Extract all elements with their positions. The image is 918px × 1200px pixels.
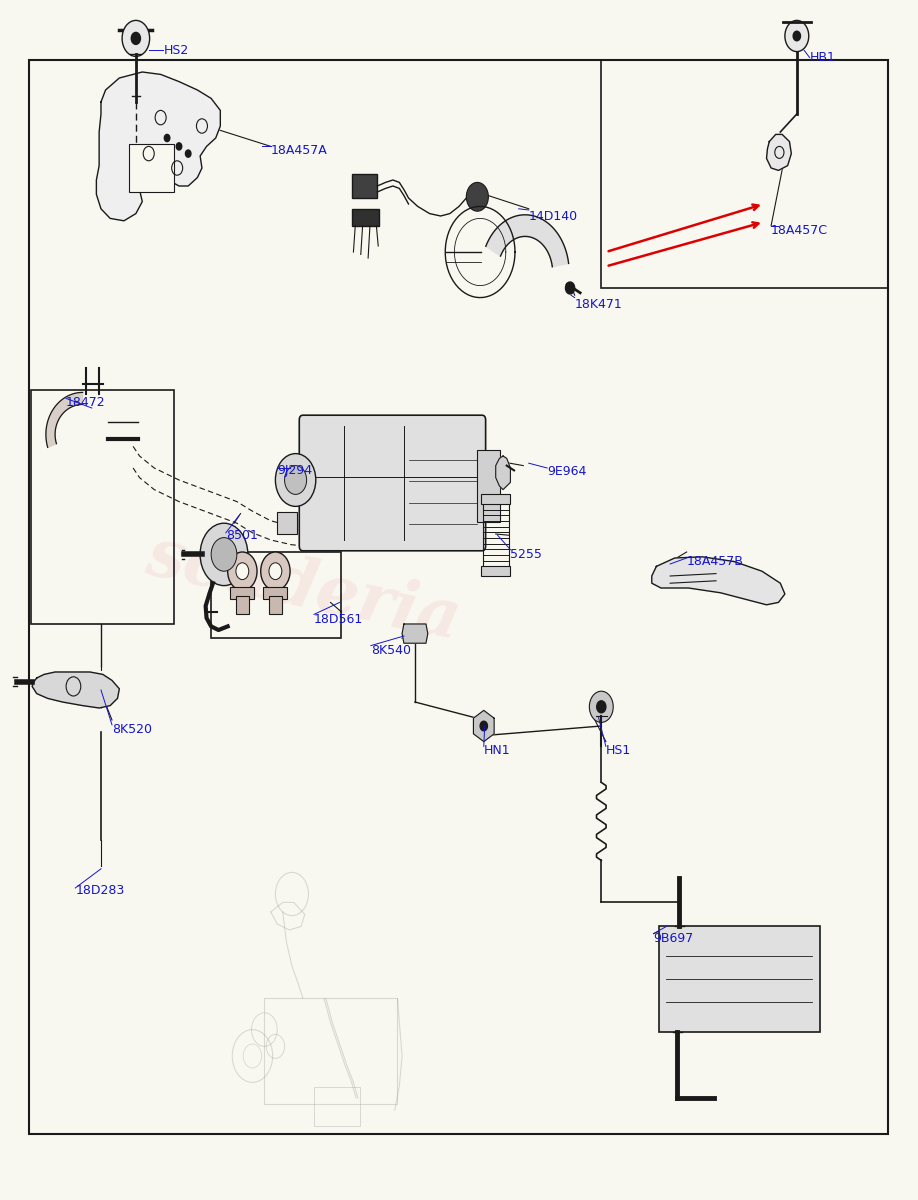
Polygon shape — [496, 456, 510, 490]
Bar — [31, 390, 174, 624]
Circle shape — [565, 282, 575, 294]
Circle shape — [131, 32, 140, 44]
Bar — [236, 596, 249, 614]
Bar — [211, 552, 341, 638]
Circle shape — [275, 454, 316, 506]
Text: 5255: 5255 — [510, 548, 543, 560]
Text: 18D561: 18D561 — [314, 613, 364, 625]
Circle shape — [176, 143, 182, 150]
Polygon shape — [486, 215, 568, 266]
Bar — [477, 450, 500, 522]
Text: 8K540: 8K540 — [371, 644, 411, 656]
Bar — [601, 60, 888, 288]
Bar — [230, 587, 254, 599]
Circle shape — [269, 563, 282, 580]
Bar — [481, 566, 510, 576]
Text: 9B697: 9B697 — [654, 932, 694, 944]
Text: HN1: HN1 — [484, 744, 510, 756]
Polygon shape — [474, 710, 494, 742]
Text: 8501: 8501 — [226, 529, 258, 541]
FancyBboxPatch shape — [299, 415, 486, 551]
Text: 18472: 18472 — [66, 396, 106, 408]
Text: 8K520: 8K520 — [112, 724, 152, 736]
Text: HB1: HB1 — [810, 52, 835, 64]
Circle shape — [480, 721, 487, 731]
Circle shape — [236, 563, 249, 580]
Bar — [129, 144, 174, 192]
Circle shape — [211, 538, 237, 571]
Circle shape — [597, 701, 606, 713]
Bar — [481, 494, 510, 504]
Text: 9E964: 9E964 — [547, 466, 587, 478]
Bar — [264, 998, 397, 1104]
Bar — [659, 926, 820, 1032]
Bar — [269, 596, 282, 614]
Polygon shape — [767, 134, 791, 170]
Text: 18D283: 18D283 — [75, 884, 125, 896]
Circle shape — [200, 523, 248, 586]
Polygon shape — [32, 672, 119, 708]
Circle shape — [589, 691, 613, 722]
Circle shape — [785, 20, 809, 52]
Circle shape — [164, 134, 170, 142]
Text: scuderia: scuderia — [140, 523, 465, 653]
Circle shape — [793, 31, 800, 41]
Polygon shape — [402, 624, 428, 643]
Circle shape — [185, 150, 191, 157]
Bar — [352, 209, 379, 226]
Text: 18K471: 18K471 — [575, 299, 622, 311]
Bar — [263, 587, 287, 599]
Polygon shape — [652, 557, 785, 605]
Text: HS2: HS2 — [163, 44, 189, 56]
Text: 18A457C: 18A457C — [771, 224, 828, 236]
Polygon shape — [96, 72, 220, 221]
Text: 18A457B: 18A457B — [687, 556, 744, 568]
Polygon shape — [46, 392, 83, 448]
Text: 9J294: 9J294 — [277, 464, 312, 476]
Circle shape — [285, 466, 307, 494]
Bar — [314, 1087, 360, 1126]
Bar — [352, 174, 377, 198]
Circle shape — [261, 552, 290, 590]
Text: 14D140: 14D140 — [529, 210, 578, 222]
Circle shape — [466, 182, 488, 211]
Text: 18A457A: 18A457A — [271, 144, 328, 156]
Circle shape — [122, 20, 150, 56]
Text: HS1: HS1 — [606, 744, 632, 756]
Bar — [277, 512, 297, 534]
Bar — [29, 60, 888, 1134]
Circle shape — [228, 552, 257, 590]
